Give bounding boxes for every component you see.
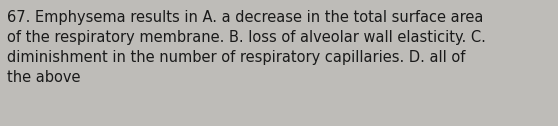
Text: 67. Emphysema results in A. a decrease in the total surface area
of the respirat: 67. Emphysema results in A. a decrease i…: [7, 10, 485, 85]
